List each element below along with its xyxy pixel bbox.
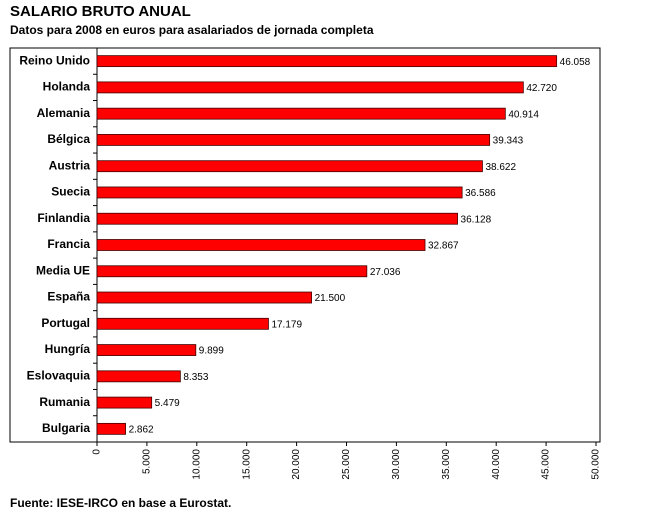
bar xyxy=(96,344,197,356)
y-tick-label: Hungría xyxy=(45,342,91,356)
value-label: 46.058 xyxy=(560,57,591,68)
y-tick-label: Rumania xyxy=(39,395,90,409)
value-label: 21.500 xyxy=(315,293,346,304)
y-tick-label: Portugal xyxy=(41,316,90,330)
value-label: 9.899 xyxy=(199,346,224,357)
x-tick-label: 50.000 xyxy=(591,449,602,480)
bar xyxy=(96,370,181,383)
y-tick-label: Finlandia xyxy=(37,211,90,225)
bar xyxy=(96,396,153,409)
value-label: 40.914 xyxy=(508,109,539,120)
y-tick-label: Reino Unido xyxy=(19,53,90,67)
value-label: 27.036 xyxy=(370,267,401,278)
x-tick-label: 15.000 xyxy=(241,449,252,480)
y-tick-label: Holanda xyxy=(43,80,91,94)
x-tick-label: 5.000 xyxy=(142,449,153,474)
value-label: 5.479 xyxy=(155,398,180,409)
y-tick-label: Media UE xyxy=(36,263,90,277)
value-label: 36.586 xyxy=(465,188,496,199)
chart-subtitle: Datos para 2008 en euros para asalariado… xyxy=(10,23,374,37)
x-tick-label: 10.000 xyxy=(191,449,202,480)
x-tick-label: 20.000 xyxy=(291,449,302,480)
bar xyxy=(96,239,426,251)
bar xyxy=(96,291,312,304)
value-label: 8.353 xyxy=(183,372,208,383)
y-tick-label: Alemania xyxy=(37,106,91,120)
y-tick-label: Francia xyxy=(47,237,90,251)
bar xyxy=(96,186,463,199)
bar xyxy=(96,317,269,330)
bar xyxy=(96,422,126,435)
chart-title: SALARIO BRUTO ANUAL xyxy=(10,3,191,20)
y-tick-label: Austria xyxy=(49,158,91,172)
y-tick-label: España xyxy=(47,290,90,304)
x-tick-label: 30.000 xyxy=(391,449,402,480)
x-tick-label: 45.000 xyxy=(541,449,552,480)
x-tick-label: 40.000 xyxy=(491,449,502,480)
bar xyxy=(96,55,558,68)
y-tick-label: Eslovaquia xyxy=(27,369,91,383)
x-tick-label: 0 xyxy=(92,449,103,455)
x-tick-label: 25.000 xyxy=(341,449,352,480)
value-label: 36.128 xyxy=(461,214,492,225)
value-label: 2.862 xyxy=(129,425,154,436)
bar xyxy=(96,160,483,173)
value-label: 32.867 xyxy=(428,241,459,252)
source-note: Fuente: IESE-IRCO en base a Eurostat. xyxy=(10,496,231,510)
y-tick-label: Bélgica xyxy=(47,132,90,146)
bar xyxy=(96,212,458,225)
value-label: 17.179 xyxy=(271,319,302,330)
value-label: 42.720 xyxy=(526,83,557,94)
bar xyxy=(96,81,524,94)
bar xyxy=(96,107,506,120)
y-tick-label: Bulgaria xyxy=(42,421,90,435)
x-tick-label: 35.000 xyxy=(441,449,452,480)
value-label: 39.343 xyxy=(493,136,524,147)
bar xyxy=(96,265,368,278)
bar xyxy=(96,134,491,146)
value-label: 38.622 xyxy=(485,162,516,173)
y-tick-label: Suecia xyxy=(51,185,90,199)
